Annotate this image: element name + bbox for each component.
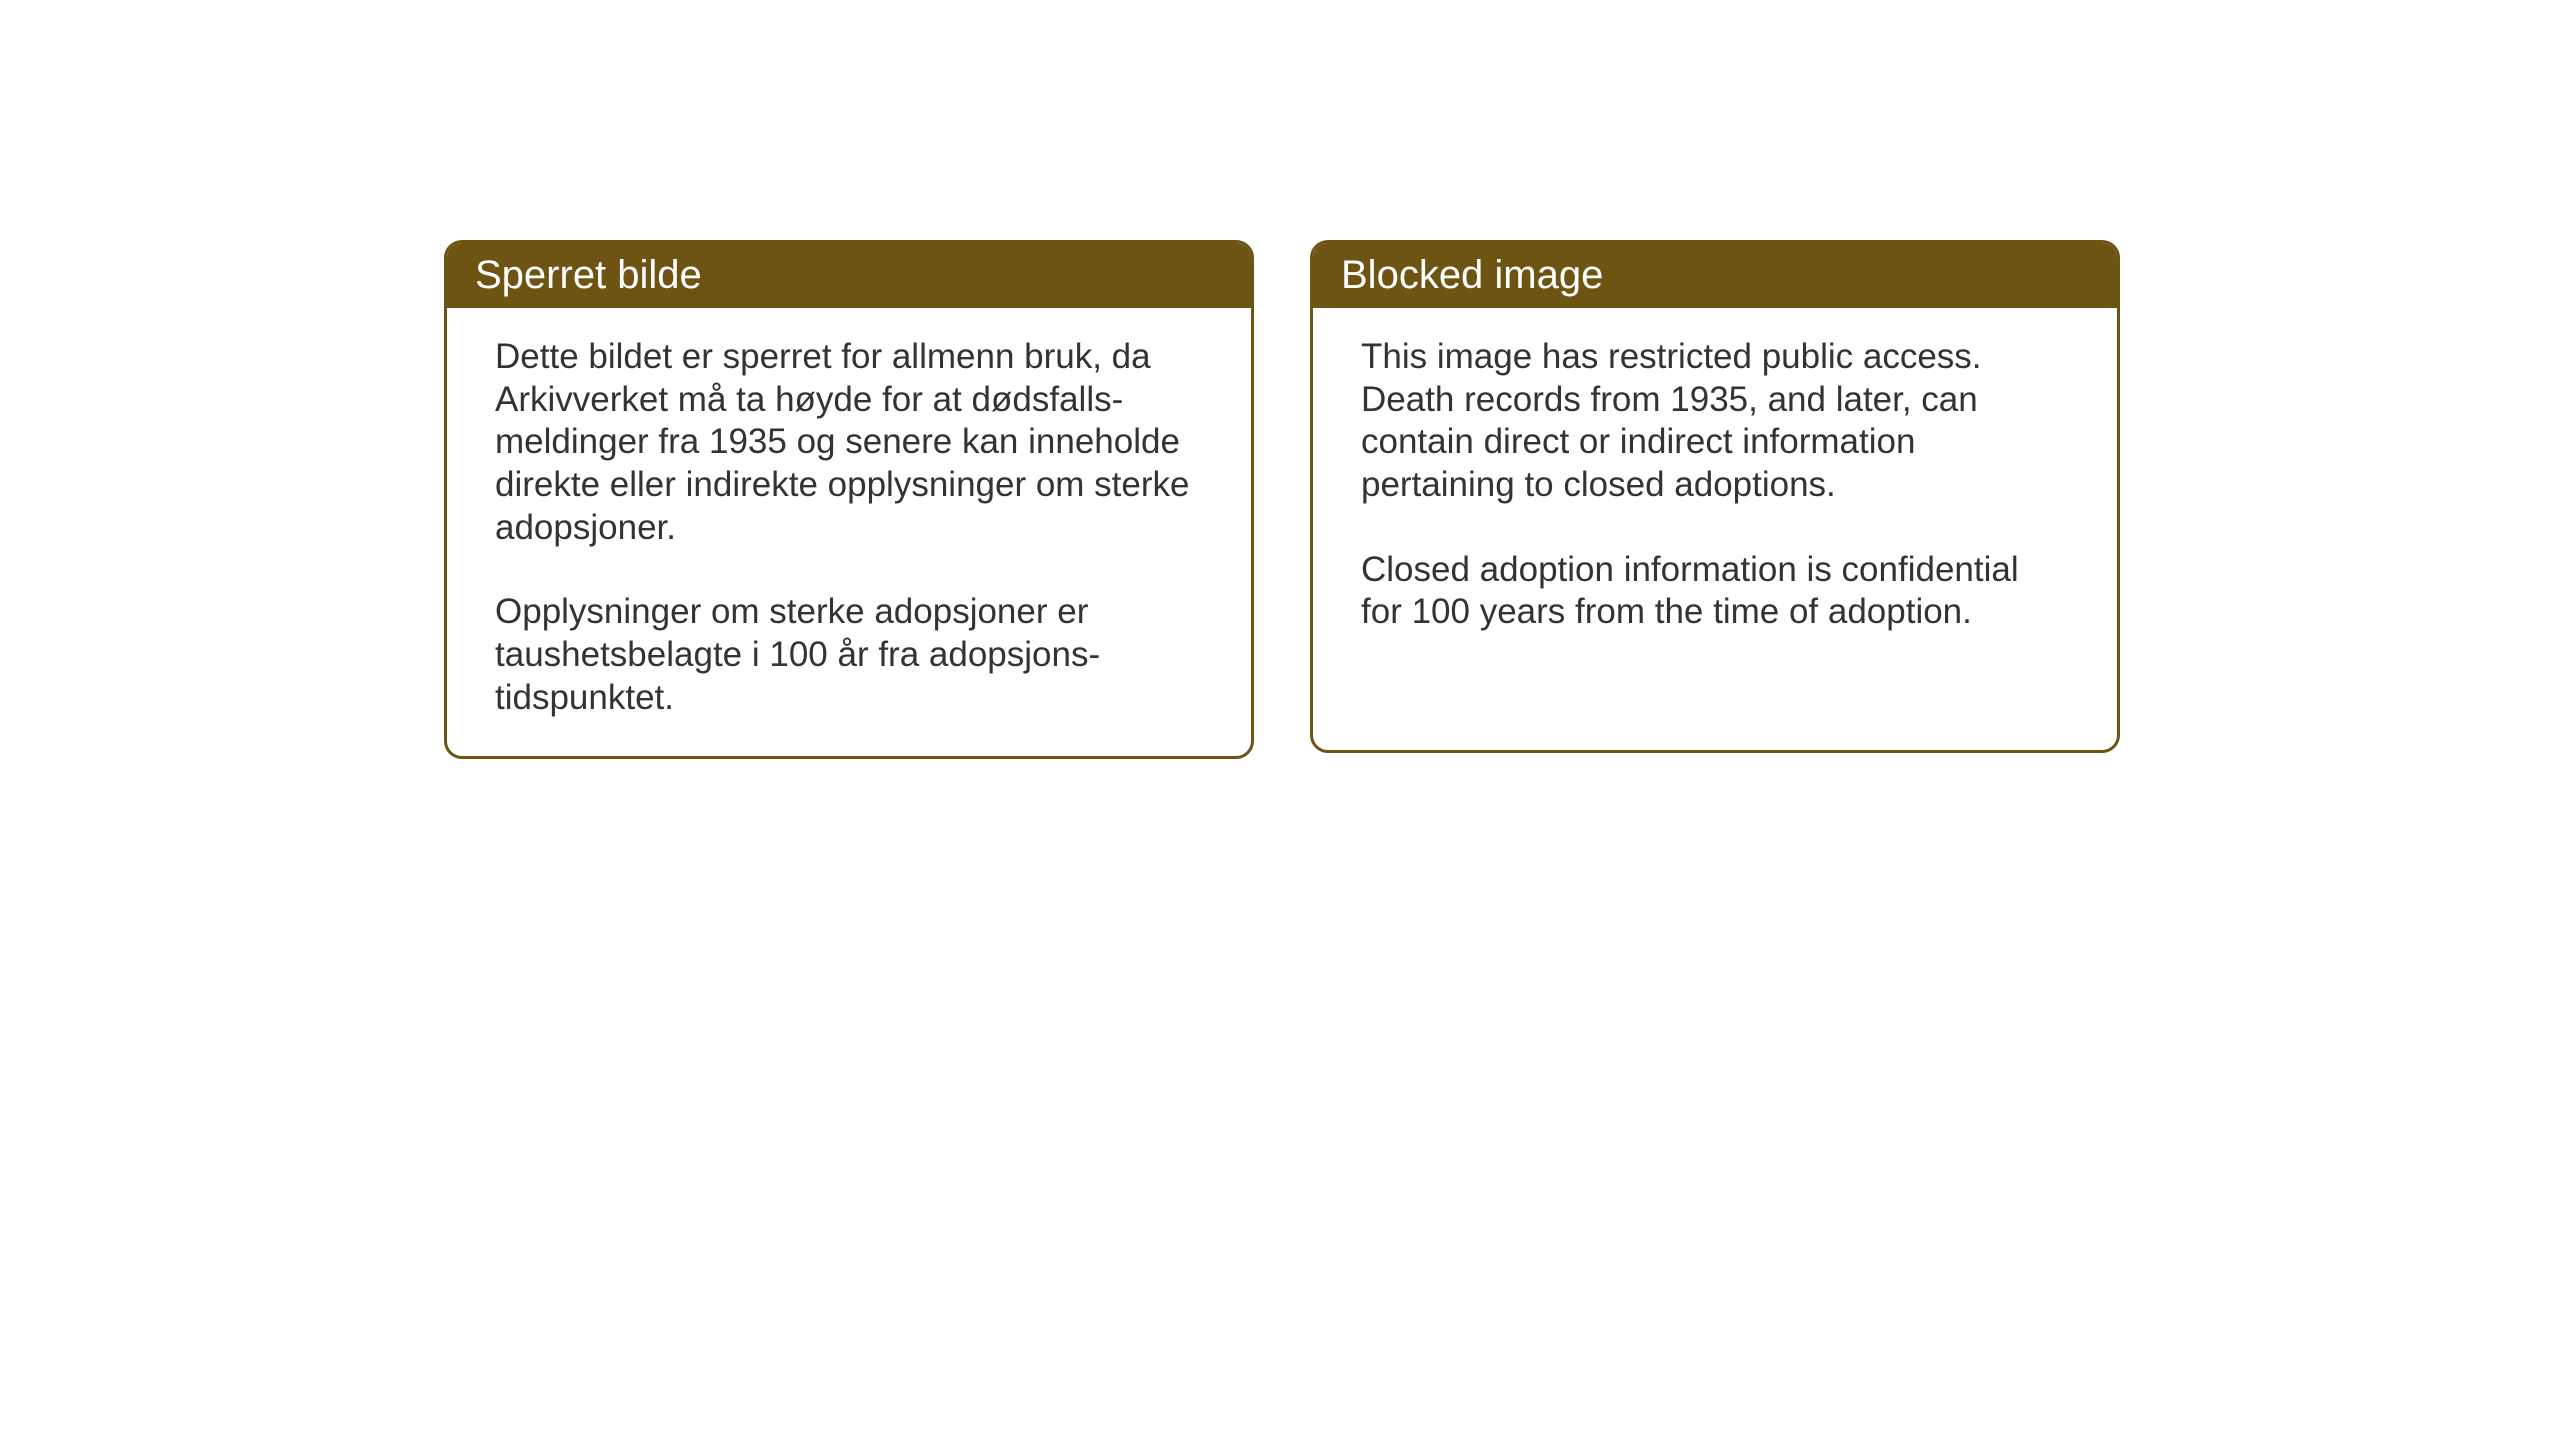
card-body-norwegian: Dette bildet er sperret for allmenn bruk… [447, 308, 1251, 756]
card-english: Blocked image This image has restricted … [1310, 240, 2120, 753]
card-title-english: Blocked image [1341, 253, 1603, 297]
card-body-english: This image has restricted public access.… [1313, 308, 2117, 670]
card-paragraph-english-1: This image has restricted public access.… [1361, 336, 2069, 507]
card-title-norwegian: Sperret bilde [475, 253, 702, 297]
cards-container: Sperret bilde Dette bildet er sperret fo… [444, 240, 2120, 759]
card-paragraph-norwegian-2: Opplysninger om sterke adopsjoner er tau… [495, 591, 1203, 719]
card-norwegian: Sperret bilde Dette bildet er sperret fo… [444, 240, 1254, 759]
card-header-english: Blocked image [1313, 243, 2117, 308]
card-paragraph-english-2: Closed adoption information is confident… [1361, 549, 2069, 634]
card-paragraph-norwegian-1: Dette bildet er sperret for allmenn bruk… [495, 336, 1203, 549]
card-header-norwegian: Sperret bilde [447, 243, 1251, 308]
